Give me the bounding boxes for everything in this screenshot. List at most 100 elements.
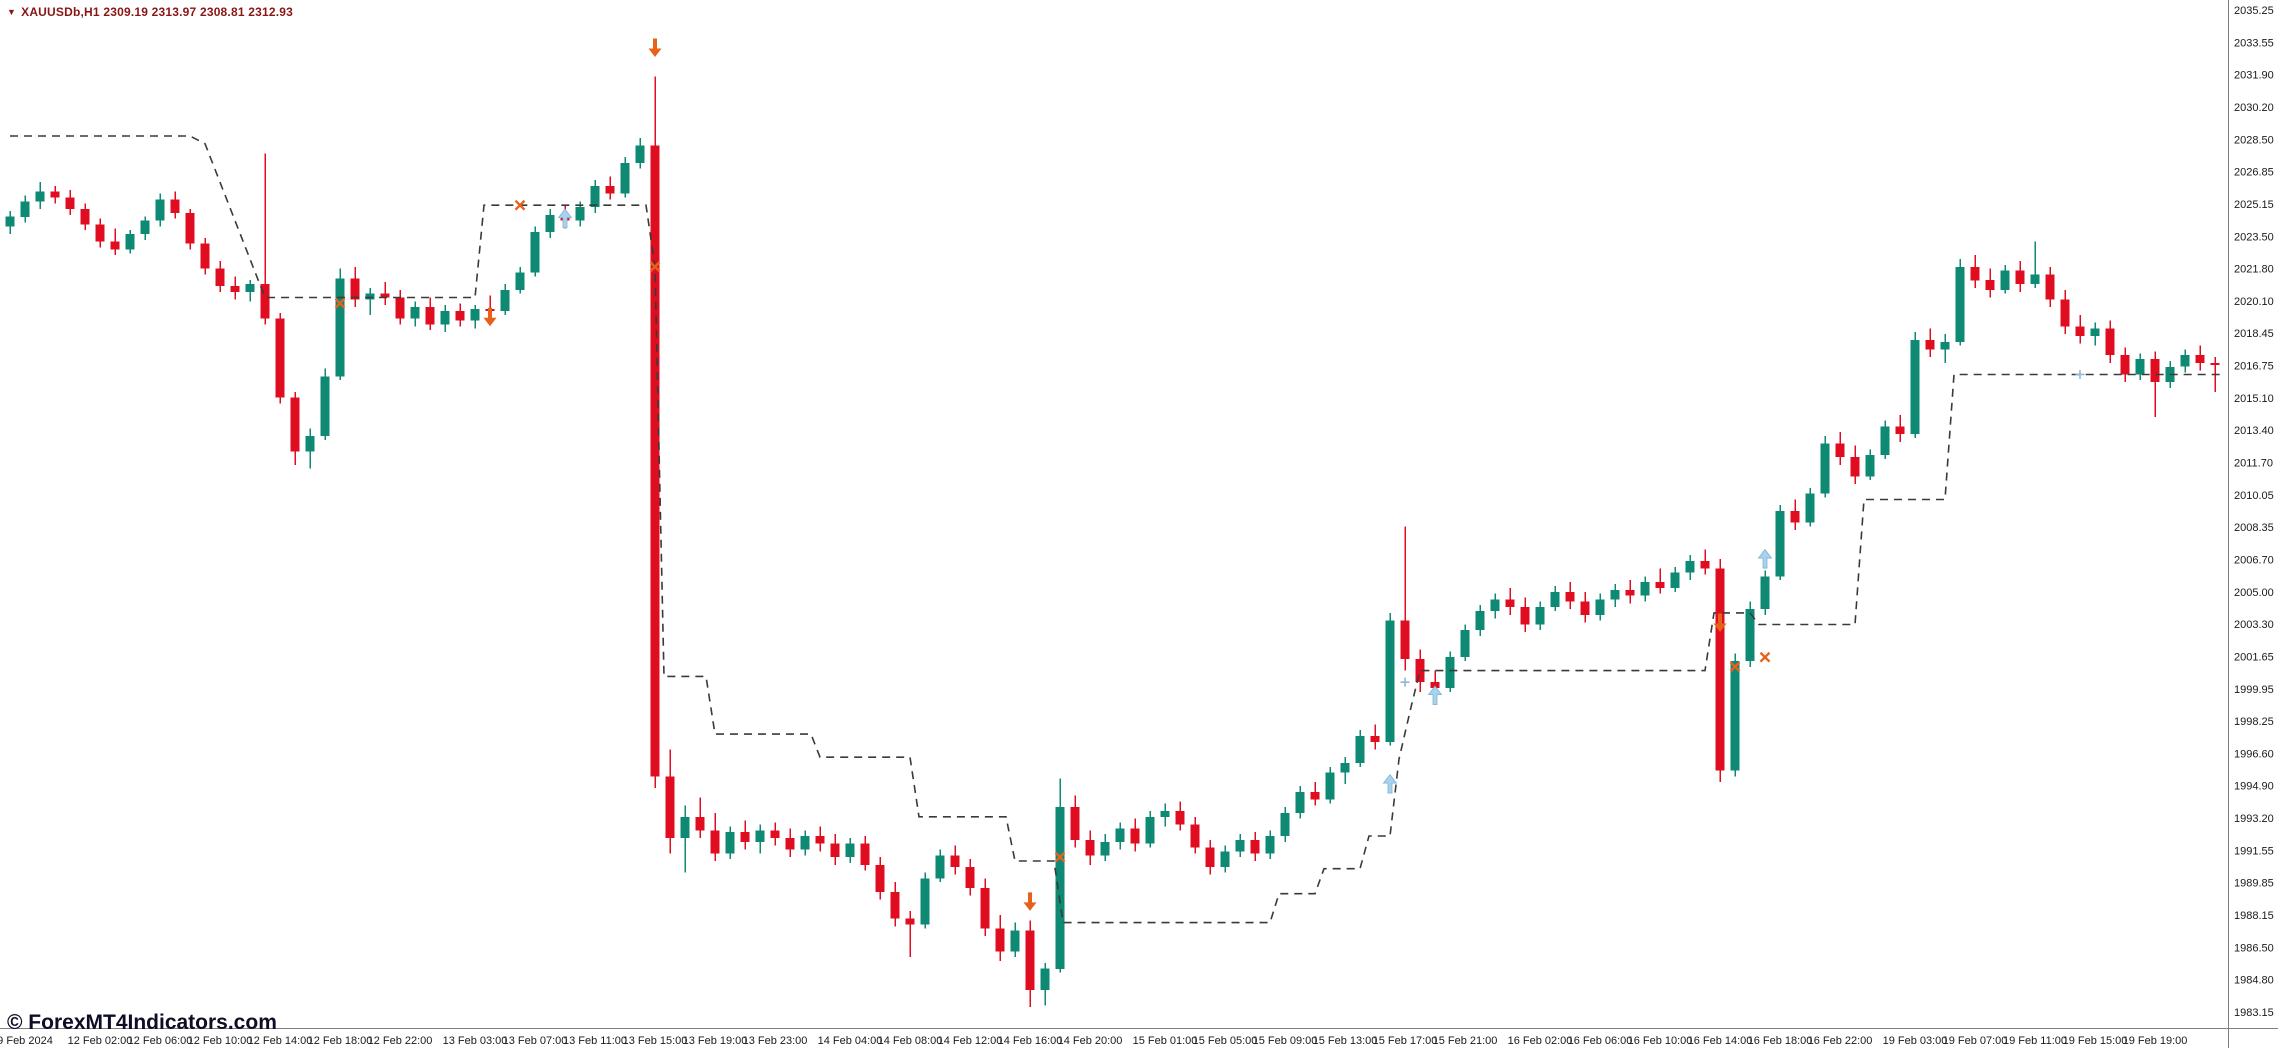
time-axis-label: 13 Feb 15:00 (623, 1035, 688, 1047)
price-axis-label: 2033.55 (2234, 37, 2274, 49)
price-axis-label: 2020.10 (2234, 296, 2274, 308)
candle-body (2090, 328, 2100, 336)
candle-body (1370, 736, 1380, 742)
time-axis-label: 15 Feb 05:00 (1193, 1035, 1258, 1047)
candle-body (620, 162, 630, 194)
candle-body (1340, 762, 1350, 773)
candle-body (1175, 811, 1185, 825)
time-axis-label: 14 Feb 04:00 (818, 1035, 883, 1047)
candle-body (1865, 455, 1875, 477)
chart-symbol-header: ▼ XAUUSDb,H1 2309.19 2313.97 2308.81 231… (7, 5, 293, 19)
price-axis-label: 1999.95 (2234, 684, 2274, 696)
price-axis-label: 2008.35 (2234, 522, 2274, 534)
candle-body (2210, 362, 2220, 365)
candle-body (1850, 457, 1860, 477)
time-axis-label: 14 Feb 16:00 (998, 1035, 1063, 1047)
signal-markers-layer (334, 38, 2085, 911)
price-axis-label: 2005.00 (2234, 587, 2274, 599)
time-axis-label: 13 Feb 11:00 (563, 1035, 627, 1047)
time-axis-label: 12 Feb 18:00 (308, 1035, 373, 1047)
candle-body (1460, 630, 1470, 658)
candle-body (1355, 736, 1365, 763)
candle-body (1265, 836, 1275, 854)
line-plus-icon (1400, 677, 1410, 687)
price-axis-label: 2013.40 (2234, 425, 2274, 437)
candle-body (890, 891, 900, 919)
price-axis-label: 1991.55 (2234, 845, 2274, 857)
candle-body (1910, 339, 1920, 434)
candle-body (515, 272, 525, 290)
candle-body (1925, 339, 1935, 350)
candle-body (140, 220, 150, 235)
candle-body (1280, 812, 1290, 836)
price-axis-label: 1994.90 (2234, 781, 2274, 793)
price-axis-label: 1989.85 (2234, 878, 2274, 890)
time-axis-label: 12 Feb 22:00 (368, 1035, 433, 1047)
candle-body (440, 311, 450, 325)
price-axis[interactable]: 2035.25 2033.55 2031.90 2030.20 2028.50 2026.… (2234, 5, 2274, 1019)
candle-body (290, 397, 300, 452)
candle-body (980, 888, 990, 929)
candle-body (200, 243, 210, 269)
candle-body (350, 278, 360, 300)
candle-body (545, 214, 555, 233)
candle-body (1055, 807, 1065, 969)
price-axis-label: 2003.30 (2234, 619, 2274, 631)
time-axis-label: 16 Feb 10:00 (1628, 1035, 1693, 1047)
candle-body (575, 207, 585, 221)
candle-body (1310, 791, 1320, 800)
candle-body (1415, 659, 1425, 683)
candle-body (380, 293, 390, 298)
candle-body (1685, 561, 1695, 573)
candle-body (1145, 816, 1155, 844)
candle-body (1070, 807, 1080, 840)
price-axis-label: 1983.15 (2234, 1007, 2274, 1019)
candle-body (155, 199, 165, 221)
candle-body (740, 832, 750, 842)
candle-body (695, 816, 705, 831)
candle-body (815, 836, 825, 844)
buy-arrow-icon (557, 208, 573, 229)
time-axis-label: 19 Feb 15:00 (2063, 1035, 2128, 1047)
time-axis-label: 14 Feb 12:00 (938, 1035, 1003, 1047)
candle-body (470, 309, 480, 321)
candle-body (2135, 359, 2145, 375)
time-axis-label: 15 Feb 21:00 (1433, 1035, 1498, 1047)
candle-body (830, 843, 840, 858)
candle-body (1400, 620, 1410, 660)
price-axis-label: 2025.15 (2234, 199, 2274, 211)
candle-body (410, 307, 420, 319)
price-axis-label: 2006.70 (2234, 555, 2274, 567)
candle-body (590, 186, 600, 208)
candle-body (1730, 661, 1740, 771)
candle-body (1505, 599, 1515, 608)
candle-body (245, 284, 255, 292)
candle-body (950, 855, 960, 867)
candle-body (1655, 582, 1665, 588)
candle-body (275, 318, 285, 398)
candle-body (1025, 930, 1035, 990)
candle-body (50, 191, 60, 198)
candle-body (1100, 841, 1110, 856)
candle-body (1385, 620, 1395, 742)
candle-body (1205, 847, 1215, 867)
candle-body (965, 866, 975, 888)
price-axis-label: 2035.25 (2234, 5, 2274, 17)
symbol-dropdown-icon[interactable]: ▼ (7, 7, 17, 17)
price-axis-label: 2021.80 (2234, 264, 2274, 276)
time-axis-label: 12 Feb 02:00 (68, 1035, 133, 1047)
candle-body (185, 212, 195, 244)
candle-body (20, 201, 30, 217)
sell-arrow-icon (1023, 892, 1037, 911)
candle-body (1790, 511, 1800, 523)
candle-body (920, 878, 930, 925)
exit-x-icon (1054, 851, 1066, 863)
candle-body (1670, 572, 1680, 588)
candle-body (785, 837, 795, 850)
candle-body (125, 234, 135, 250)
exit-x-icon (514, 199, 526, 211)
candle-body (680, 816, 690, 838)
